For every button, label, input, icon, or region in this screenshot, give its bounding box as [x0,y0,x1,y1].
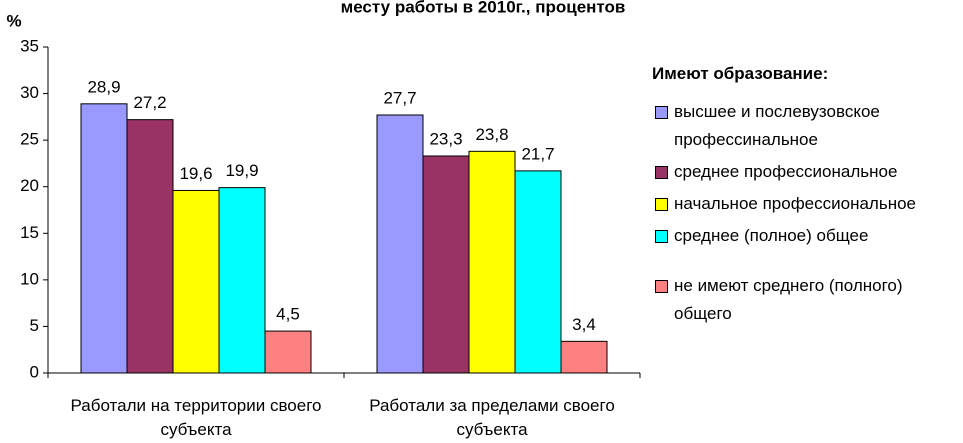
legend-item: среднее профессиональное [652,158,952,186]
y-tick-label: 30 [20,83,39,102]
bar [376,114,424,374]
bar [560,340,608,374]
chart-title: месту работы в 2010г., процентов [341,0,626,16]
y-axis-label: % [6,11,21,30]
x-tick-label: Работали на территории своего субъекта [70,396,322,439]
bar [218,187,266,374]
data-label: 27,7 [383,88,416,107]
bar [126,119,174,374]
legend-label: среднее профессиональное [674,162,898,181]
y-tick-label: 0 [30,362,39,381]
data-label: 19,9 [225,161,258,180]
legend-swatch [655,198,668,211]
data-label: 21,7 [521,144,554,163]
y-tick-label: 5 [30,316,39,335]
bar [422,155,470,374]
data-label: 3,4 [572,315,596,334]
legend-swatch [655,230,668,243]
y-tick-label: 20 [20,176,39,195]
legend-item: высшее и послевузовское профессинальное [652,98,952,154]
legend-item: среднее (полное) общее [652,222,952,250]
bar [172,189,220,374]
legend-item: начальное профессиональное [652,190,952,218]
legend-label: среднее (полное) общее [674,226,869,245]
y-tick-label: 35 [20,36,39,55]
bar [264,330,312,374]
legend-swatch [655,106,668,119]
legend-swatch [655,166,668,179]
legend-label: высшее и послевузовское профессинальное [674,102,880,149]
x-tick-label: Работали за пределами своего субъекта [369,396,615,439]
legend-swatch [655,280,668,293]
y-tick-label: 15 [20,223,39,242]
legend-item: не имеют среднего (полного) общего [652,272,952,328]
data-label: 27,2 [133,93,166,112]
legend-label: начальное профессиональное [674,194,917,213]
y-tick-label: 25 [20,130,39,149]
data-label: 23,3 [429,129,462,148]
data-label: 23,8 [475,125,508,144]
data-label: 4,5 [276,305,300,324]
bar [80,103,128,374]
legend: Имеют образование: высшее и послевузовск… [652,60,952,332]
y-tick-label: 10 [20,269,39,288]
data-label: 28,9 [87,77,120,96]
bar [514,170,562,374]
bar [468,150,516,374]
legend-title: Имеют образование: [652,64,829,83]
data-label: 19,6 [179,164,212,183]
legend-label: не имеют среднего (полного) общего [674,276,903,323]
